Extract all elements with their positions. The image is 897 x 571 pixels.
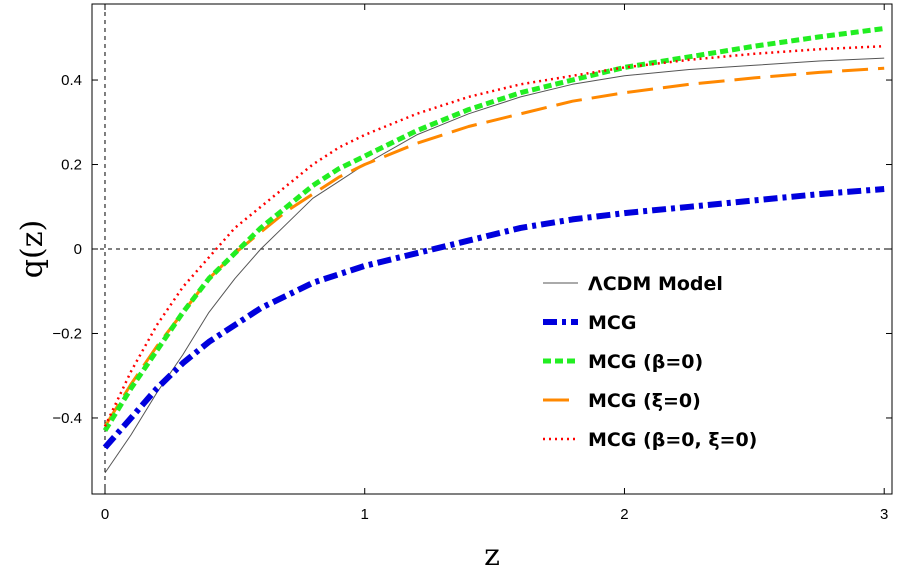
x-axis-title: z [484, 538, 500, 571]
series-line-1 [102, 186, 885, 450]
series-line-4 [103, 44, 885, 427]
x-tick-label: 0 [101, 506, 109, 523]
series-line-0 [104, 57, 885, 474]
legend-label-4: MCG (β=0, ξ=0) [588, 429, 757, 451]
y-tick-label: 0 [74, 241, 82, 258]
series-line-2 [102, 26, 885, 432]
y-tick-label: 0.2 [61, 157, 82, 174]
x-tick-label: 2 [620, 506, 628, 523]
legend-label-1: MCG [588, 312, 636, 334]
legend-label-3: MCG (ξ=0) [588, 390, 701, 412]
series-line-3 [103, 66, 885, 428]
y-axis-title: q(z) [15, 220, 50, 278]
x-tick-label: 1 [361, 506, 369, 523]
y-tick-label: −0.4 [52, 410, 82, 427]
legend-label-0: ΛCDM Model [588, 273, 723, 295]
x-tick-label: 3 [880, 506, 888, 523]
legend-label-2: MCG (β=0) [588, 351, 703, 373]
legend: ΛCDM Model MCG MCG (β=0) MCG (ξ=0) MCG (β=0,… [543, 273, 757, 451]
y-tick-label: −0.2 [52, 325, 82, 342]
y-tick-label: 0.4 [61, 72, 82, 89]
